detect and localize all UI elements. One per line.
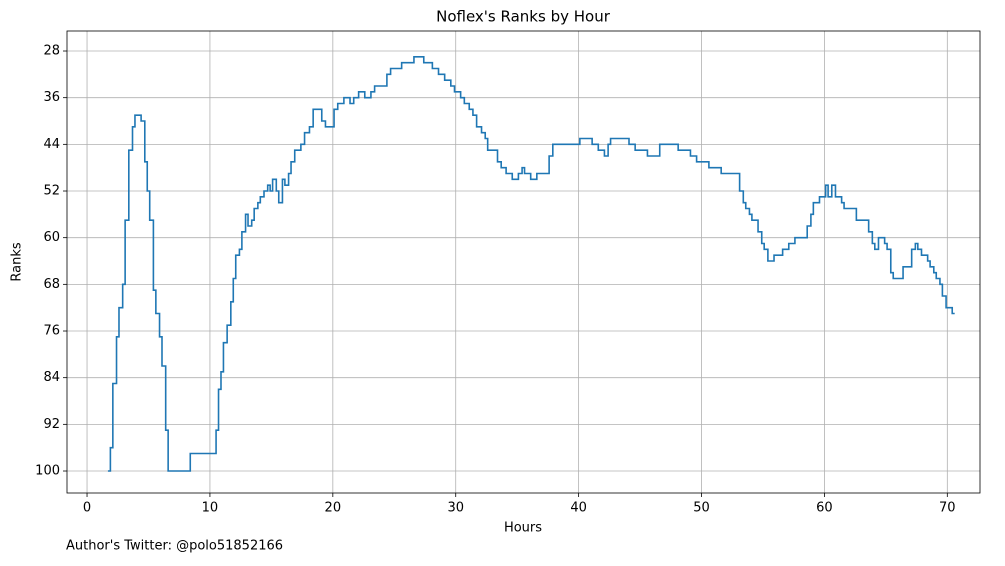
- x-tick-label: 60: [816, 501, 833, 516]
- x-tick-label: 50: [693, 501, 710, 516]
- chart-title: Noflex's Ranks by Hour: [436, 8, 611, 26]
- y-tick-label: 44: [43, 137, 60, 152]
- plot-frame: [66, 30, 981, 494]
- y-tick-label: 76: [43, 324, 60, 339]
- x-tick-label: 40: [570, 501, 587, 516]
- y-tick-label: 36: [43, 90, 60, 105]
- y-tick-label: 92: [43, 417, 60, 432]
- y-axis-label: Ranks: [10, 242, 25, 281]
- y-tick-label: 84: [43, 370, 60, 385]
- y-tick-label: 68: [43, 277, 60, 292]
- y-tick-label: 100: [35, 464, 60, 479]
- x-tick-label: 10: [202, 501, 219, 516]
- y-tick-label: 60: [43, 230, 60, 245]
- x-tick-label: 0: [83, 501, 91, 516]
- rank-line: [107, 56, 955, 472]
- x-tick-label: 30: [447, 501, 464, 516]
- x-axis-label: Hours: [504, 521, 542, 536]
- footer-note: Author's Twitter: @polo51852166: [66, 539, 283, 554]
- y-tick-label: 52: [43, 184, 60, 199]
- x-tick-label: 70: [939, 501, 956, 516]
- x-tick-label: 20: [325, 501, 342, 516]
- y-tick-label: 28: [43, 44, 60, 59]
